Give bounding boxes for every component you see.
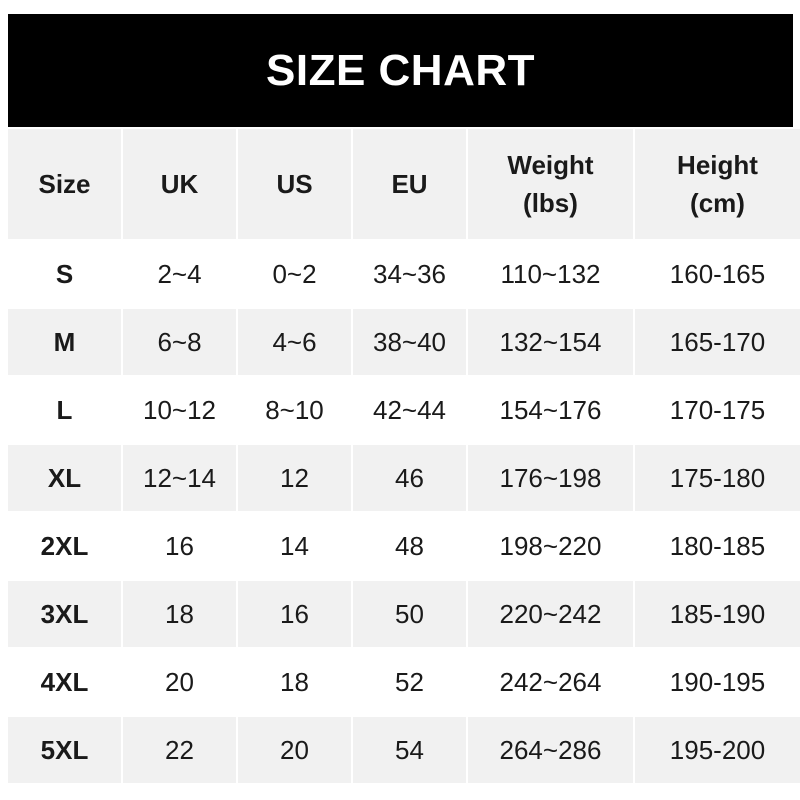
- table-cell: 48: [353, 513, 466, 579]
- column-header: Height (cm): [635, 129, 800, 239]
- table-row: 4XL 20 18 52 242~264 190-195: [8, 649, 800, 715]
- size-cell: XL: [8, 445, 121, 511]
- table-row: L 10~12 8~10 42~44 154~176 170-175: [8, 377, 800, 443]
- table-cell: 10~12: [123, 377, 236, 443]
- header-row: Size UK US EU Weight (lbs) Height (cm): [8, 129, 800, 239]
- table-cell: 20: [238, 717, 351, 783]
- size-table: Size UK US EU Weight (lbs) Height (cm) S 2~4 0~2 3…: [6, 127, 800, 785]
- table-cell: 16: [238, 581, 351, 647]
- column-header-text: US: [276, 169, 313, 199]
- table-cell: 20: [123, 649, 236, 715]
- table-row: XL 12~14 12 46 176~198 175-180: [8, 445, 800, 511]
- table-cell: 264~286: [468, 717, 633, 783]
- table-cell: 175-180: [635, 445, 800, 511]
- table-row: S 2~4 0~2 34~36 110~132 160-165: [8, 241, 800, 307]
- size-chart: SIZE CHART Size UK US EU Weight (lbs) Height (c…: [8, 14, 800, 785]
- column-header-text: (lbs): [523, 188, 578, 218]
- table-cell: 22: [123, 717, 236, 783]
- size-cell: M: [8, 309, 121, 375]
- column-header: US: [238, 129, 351, 239]
- table-cell: 160-165: [635, 241, 800, 307]
- table-cell: 180-185: [635, 513, 800, 579]
- table-cell: 165-170: [635, 309, 800, 375]
- table-cell: 220~242: [468, 581, 633, 647]
- table-cell: 170-175: [635, 377, 800, 443]
- size-cell: 3XL: [8, 581, 121, 647]
- column-header-text: UK: [160, 169, 199, 199]
- column-header: UK: [123, 129, 236, 239]
- size-cell: L: [8, 377, 121, 443]
- table-cell: 4~6: [238, 309, 351, 375]
- table-row: 2XL 16 14 48 198~220 180-185: [8, 513, 800, 579]
- size-cell: 5XL: [8, 717, 121, 783]
- table-row: M 6~8 4~6 38~40 132~154 165-170: [8, 309, 800, 375]
- column-header: EU: [353, 129, 466, 239]
- table-cell: 0~2: [238, 241, 351, 307]
- column-header-text: EU: [391, 169, 428, 199]
- table-cell: 242~264: [468, 649, 633, 715]
- table-cell: 185-190: [635, 581, 800, 647]
- table-cell: 198~220: [468, 513, 633, 579]
- table-cell: 6~8: [123, 309, 236, 375]
- table-cell: 52: [353, 649, 466, 715]
- table-cell: 34~36: [353, 241, 466, 307]
- table-cell: 54: [353, 717, 466, 783]
- table-row: 3XL 18 16 50 220~242 185-190: [8, 581, 800, 647]
- table-cell: 154~176: [468, 377, 633, 443]
- table-cell: 8~10: [238, 377, 351, 443]
- table-cell: 12: [238, 445, 351, 511]
- table-cell: 50: [353, 581, 466, 647]
- table-cell: 195-200: [635, 717, 800, 783]
- table-cell: 110~132: [468, 241, 633, 307]
- table-cell: 2~4: [123, 241, 236, 307]
- table-cell: 42~44: [353, 377, 466, 443]
- column-header-text: Weight: [507, 150, 594, 180]
- table-cell: 18: [238, 649, 351, 715]
- table-cell: 176~198: [468, 445, 633, 511]
- column-header-text: (cm): [690, 188, 745, 218]
- size-cell: 2XL: [8, 513, 121, 579]
- table-cell: 12~14: [123, 445, 236, 511]
- table-cell: 38~40: [353, 309, 466, 375]
- column-header-text: Size: [38, 169, 91, 199]
- table-cell: 18: [123, 581, 236, 647]
- table-cell: 14: [238, 513, 351, 579]
- table-cell: 46: [353, 445, 466, 511]
- column-header: Weight (lbs): [468, 129, 633, 239]
- chart-title: SIZE CHART: [8, 14, 793, 127]
- table-cell: 132~154: [468, 309, 633, 375]
- table-row: 5XL 22 20 54 264~286 195-200: [8, 717, 800, 783]
- size-cell: 4XL: [8, 649, 121, 715]
- table-cell: 190-195: [635, 649, 800, 715]
- column-header-text: Height: [677, 150, 758, 180]
- size-cell: S: [8, 241, 121, 307]
- column-header: Size: [8, 129, 121, 239]
- table-cell: 16: [123, 513, 236, 579]
